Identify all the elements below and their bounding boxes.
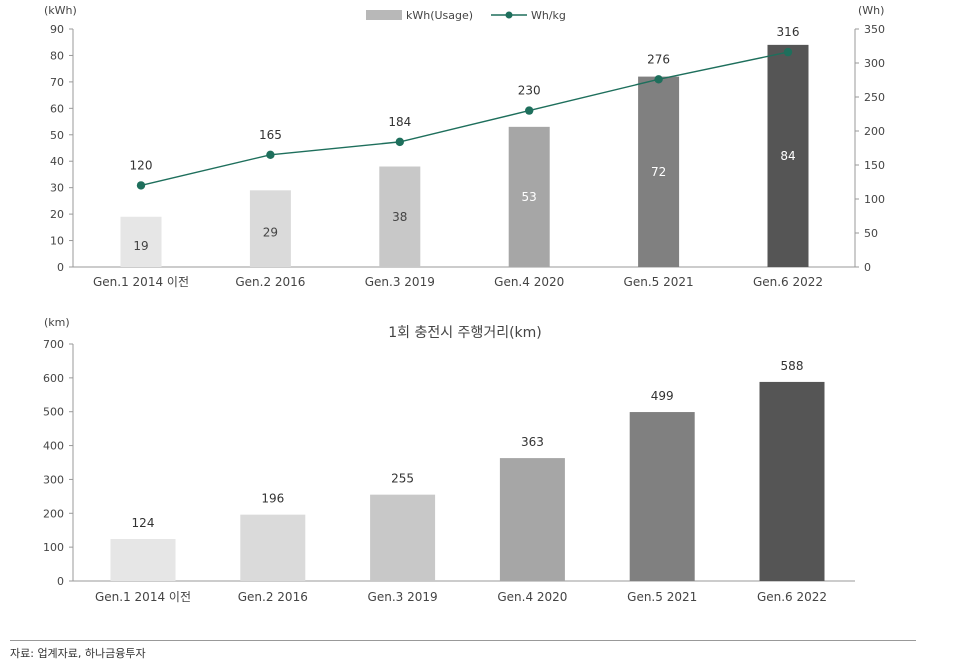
y-tick-label: 700 — [43, 338, 64, 351]
line-value-label: 165 — [259, 128, 282, 142]
y-tick-label: 200 — [43, 507, 64, 520]
line-point — [395, 137, 404, 147]
y-tick-label: 400 — [43, 440, 64, 453]
bar-value-label: 124 — [132, 516, 155, 530]
legend-bar-swatch — [366, 10, 402, 20]
left-tick-label: 90 — [50, 23, 64, 36]
left-tick-label: 50 — [50, 129, 64, 142]
bar-kwh — [508, 126, 550, 267]
line-value-label: 276 — [647, 52, 670, 66]
y-tick-label: 0 — [57, 575, 64, 588]
bar-range-km — [629, 412, 695, 581]
bar-value-label: 499 — [651, 389, 674, 403]
bar-value-label: 29 — [263, 226, 278, 240]
line-point — [525, 106, 534, 115]
line-point — [783, 47, 793, 57]
left-axis-unit: (kWh) — [44, 4, 77, 17]
footer-rule — [10, 640, 916, 641]
y-tick-label: 500 — [43, 406, 64, 419]
bar-kwh — [249, 190, 291, 267]
right-tick-label: 0 — [864, 261, 871, 274]
bar-value-label: 84 — [780, 149, 795, 163]
line-wh-kg — [140, 51, 789, 187]
right-tick-label: 250 — [864, 91, 885, 104]
left-tick-label: 60 — [50, 102, 64, 115]
right-tick-label: 200 — [864, 125, 885, 138]
category-label: Gen.4 2020 — [497, 590, 567, 604]
category-label: Gen.6 2022 — [753, 275, 823, 289]
category-label: Gen.5 2021 — [624, 275, 694, 289]
bar-kwh — [120, 216, 162, 267]
bar-range-km — [499, 458, 565, 581]
bar-value-label: 53 — [522, 190, 537, 204]
bar-kwh — [379, 166, 421, 267]
line-value-label: 184 — [388, 115, 411, 129]
bar-range-km — [759, 381, 825, 581]
left-tick-label: 80 — [50, 49, 64, 62]
bar-value-label: 363 — [521, 435, 544, 449]
right-tick-label: 150 — [864, 159, 885, 172]
bar-range-km — [240, 514, 306, 581]
y-axis-unit: (km) — [44, 316, 70, 329]
bar-value-label: 255 — [391, 472, 414, 486]
top-chart: 0 10 20 30 40 50 60 70 80 90 0 50 100 150 200 250 300 350… — [44, 4, 885, 289]
legend-line-label: Wh/kg — [531, 9, 566, 22]
left-tick-label: 0 — [57, 261, 64, 274]
category-label: Gen.1 2014 이전 — [95, 590, 191, 604]
left-tick-label: 40 — [50, 155, 64, 168]
right-axis-unit: (Wh) — [858, 4, 884, 17]
chart-title: 1회 충전시 주행거리(km) — [388, 325, 542, 341]
y-tick-label: 300 — [43, 473, 64, 486]
bar-value-label: 38 — [392, 210, 407, 224]
bar-value-label: 72 — [651, 165, 666, 179]
line-point — [136, 181, 146, 190]
left-tick-label: 30 — [50, 182, 64, 195]
line-point — [266, 150, 275, 159]
bar-kwh — [767, 44, 809, 267]
bar-kwh — [638, 76, 680, 267]
right-tick-label: 100 — [864, 193, 885, 206]
legend-bar-label: kWh(Usage) — [406, 9, 473, 22]
line-value-label: 120 — [130, 158, 153, 172]
line-point — [654, 75, 663, 84]
bar-value-label: 19 — [133, 239, 148, 253]
category-label: Gen.1 2014 이전 — [93, 275, 189, 289]
right-tick-label: 50 — [864, 227, 878, 240]
bar-value-label: 588 — [781, 359, 804, 373]
category-label: Gen.2 2016 — [238, 590, 308, 604]
right-tick-label: 300 — [864, 57, 885, 70]
source-note: 자료: 업계자료, 하나금융투자 — [10, 647, 146, 660]
legend-line-marker — [505, 11, 513, 19]
left-tick-label: 70 — [50, 76, 64, 89]
category-label: Gen.5 2021 — [627, 590, 697, 604]
category-label: Gen.4 2020 — [494, 275, 564, 289]
bottom-chart: 1회 충전시 주행거리(km) (km) 0 100 200 300 400 500 600 70… — [43, 316, 855, 604]
left-tick-label: 20 — [50, 208, 64, 221]
y-tick-label: 600 — [43, 372, 64, 385]
category-label: Gen.3 2019 — [365, 275, 435, 289]
left-tick-label: 10 — [50, 235, 64, 248]
line-value-label: 316 — [777, 25, 800, 39]
right-tick-label: 350 — [864, 23, 885, 36]
bar-value-label: 196 — [261, 492, 284, 506]
y-tick-label: 100 — [43, 541, 64, 554]
bar-range-km — [110, 539, 176, 581]
line-value-label: 230 — [518, 84, 541, 98]
category-label: Gen.3 2019 — [368, 590, 438, 604]
bar-range-km — [370, 494, 436, 581]
category-label: Gen.6 2022 — [757, 590, 827, 604]
category-label: Gen.2 2016 — [235, 275, 305, 289]
